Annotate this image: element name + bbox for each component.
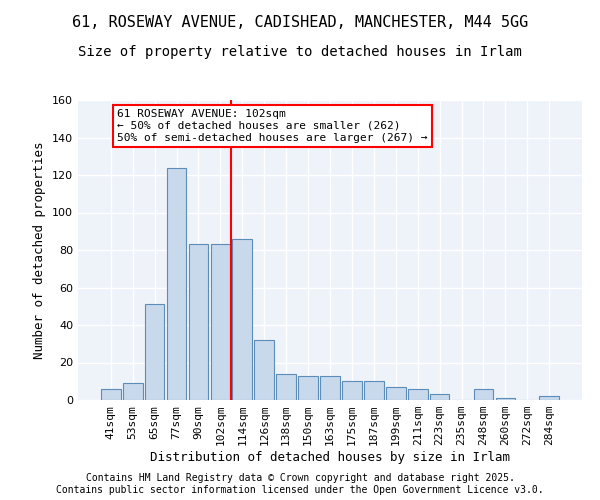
Bar — [364, 381, 384, 400]
Bar — [276, 374, 296, 400]
Bar — [101, 389, 121, 400]
Bar — [232, 239, 252, 400]
Text: 61 ROSEWAY AVENUE: 102sqm
← 50% of detached houses are smaller (262)
50% of semi: 61 ROSEWAY AVENUE: 102sqm ← 50% of detac… — [118, 110, 428, 142]
Bar — [473, 389, 493, 400]
Bar — [386, 387, 406, 400]
Y-axis label: Number of detached properties: Number of detached properties — [34, 141, 46, 359]
X-axis label: Distribution of detached houses by size in Irlam: Distribution of detached houses by size … — [150, 451, 510, 464]
Bar — [145, 304, 164, 400]
Bar — [496, 398, 515, 400]
Bar — [539, 396, 559, 400]
Bar — [320, 376, 340, 400]
Text: 61, ROSEWAY AVENUE, CADISHEAD, MANCHESTER, M44 5GG: 61, ROSEWAY AVENUE, CADISHEAD, MANCHESTE… — [72, 15, 528, 30]
Bar — [342, 381, 362, 400]
Bar — [430, 394, 449, 400]
Text: Size of property relative to detached houses in Irlam: Size of property relative to detached ho… — [78, 45, 522, 59]
Bar — [167, 168, 187, 400]
Bar — [188, 244, 208, 400]
Bar — [123, 383, 143, 400]
Bar — [408, 389, 428, 400]
Bar — [298, 376, 318, 400]
Bar — [211, 244, 230, 400]
Text: Contains HM Land Registry data © Crown copyright and database right 2025.
Contai: Contains HM Land Registry data © Crown c… — [56, 474, 544, 495]
Bar — [254, 340, 274, 400]
